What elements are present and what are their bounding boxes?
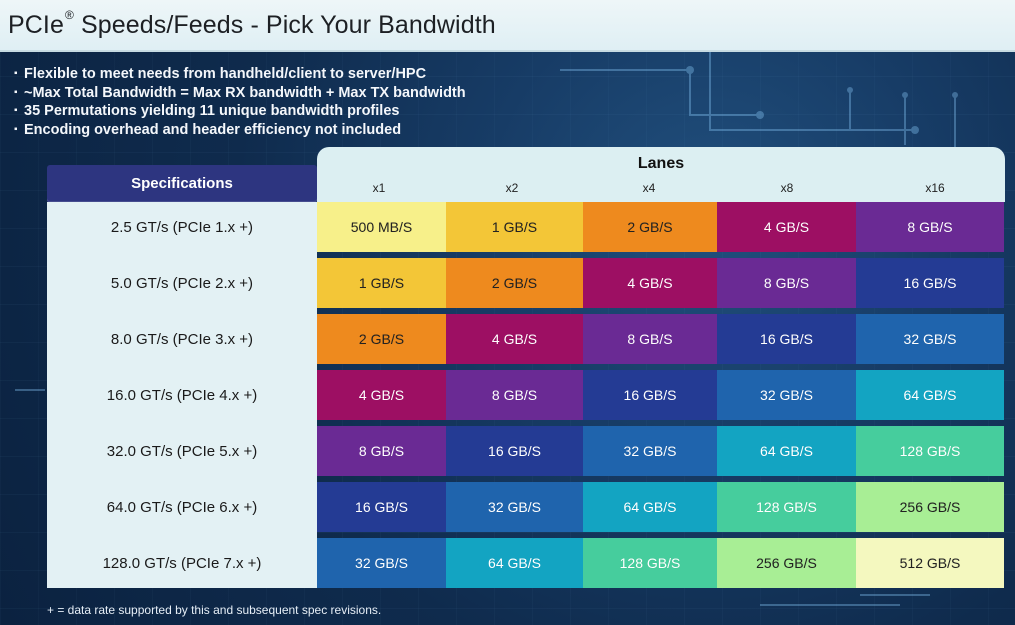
bandwidth-cell: 16 GB/S [583, 370, 717, 420]
spec-row-label: 16.0 GT/s (PCIe 4.x +) [47, 370, 317, 420]
bandwidth-cell: 500 MB/S [317, 202, 446, 252]
bandwidth-cell: 16 GB/S [446, 426, 583, 476]
registered-mark: ® [64, 7, 74, 22]
footnote: + = data rate supported by this and subs… [47, 603, 382, 617]
bandwidth-cell: 64 GB/S [583, 482, 717, 532]
bandwidth-cell: 8 GB/S [446, 370, 583, 420]
bandwidth-table: 2.5 GT/s (PCIe 1.x +) 500 MB/S 1 GB/S 2 … [47, 202, 1005, 588]
bandwidth-cell: 256 GB/S [717, 538, 856, 588]
bandwidth-cell: 1 GB/S [317, 258, 446, 308]
bandwidth-cell: 32 GB/S [317, 538, 446, 588]
bandwidth-cell: 16 GB/S [317, 482, 446, 532]
spec-row-label: 32.0 GT/s (PCIe 5.x +) [47, 426, 317, 476]
bullet-item: 35 Permutations yielding 11 unique bandw… [14, 102, 466, 121]
spec-row-label: 2.5 GT/s (PCIe 1.x +) [47, 202, 317, 252]
lane-label-x8: x8 [780, 181, 794, 195]
spec-row-label: 8.0 GT/s (PCIe 3.x +) [47, 314, 317, 364]
bandwidth-cell: 512 GB/S [856, 538, 1004, 588]
bandwidth-cell: 16 GB/S [856, 258, 1004, 308]
lane-label-x2: x2 [505, 181, 519, 195]
bandwidth-cell: 4 GB/S [317, 370, 446, 420]
bandwidth-cell: 1 GB/S [446, 202, 583, 252]
bullet-item: ~Max Total Bandwidth = Max RX bandwidth … [14, 84, 466, 103]
bandwidth-cell: 32 GB/S [856, 314, 1004, 364]
bandwidth-cell: 16 GB/S [717, 314, 856, 364]
bandwidth-cell: 8 GB/S [317, 426, 446, 476]
bandwidth-cell: 4 GB/S [446, 314, 583, 364]
bullet-item: Flexible to meet needs from handheld/cli… [14, 65, 466, 84]
bandwidth-cell: 64 GB/S [717, 426, 856, 476]
bandwidth-cell: 8 GB/S [583, 314, 717, 364]
lane-label-x1: x1 [372, 181, 386, 195]
spec-row-label: 5.0 GT/s (PCIe 2.x +) [47, 258, 317, 308]
bullet-list: Flexible to meet needs from handheld/cli… [14, 65, 466, 140]
bandwidth-cell: 4 GB/S [717, 202, 856, 252]
lane-label-x16: x16 [925, 181, 945, 195]
bandwidth-cell: 4 GB/S [583, 258, 717, 308]
bandwidth-cell: 8 GB/S [717, 258, 856, 308]
bandwidth-cell: 8 GB/S [856, 202, 1004, 252]
bandwidth-cell: 32 GB/S [717, 370, 856, 420]
spec-row-label: 64.0 GT/s (PCIe 6.x +) [47, 482, 317, 532]
bandwidth-cell: 128 GB/S [717, 482, 856, 532]
title-suffix: Speeds/Feeds - Pick Your Bandwidth [73, 11, 496, 39]
bandwidth-cell: 128 GB/S [856, 426, 1004, 476]
slide-title: PCIe® Speeds/Feeds - Pick Your Bandwidth [8, 7, 496, 40]
bandwidth-cell: 64 GB/S [446, 538, 583, 588]
bandwidth-cell: 32 GB/S [583, 426, 717, 476]
specifications-header: Specifications [47, 165, 317, 203]
title-bar: PCIe® Speeds/Feeds - Pick Your Bandwidth [0, 0, 1015, 52]
bandwidth-cell: 2 GB/S [317, 314, 446, 364]
bandwidth-cell: 64 GB/S [856, 370, 1004, 420]
lane-label-x4: x4 [642, 181, 656, 195]
bandwidth-cell: 2 GB/S [446, 258, 583, 308]
bandwidth-cell: 256 GB/S [856, 482, 1004, 532]
spec-row-label: 128.0 GT/s (PCIe 7.x +) [47, 538, 317, 588]
bandwidth-cell: 32 GB/S [446, 482, 583, 532]
lanes-title: Lanes [637, 155, 685, 172]
bandwidth-cell: 128 GB/S [583, 538, 717, 588]
bullet-item: Encoding overhead and header efficiency … [14, 121, 466, 140]
title-main: PCIe [8, 11, 64, 39]
bandwidth-cell: 2 GB/S [583, 202, 717, 252]
lanes-header-panel [317, 147, 1005, 202]
